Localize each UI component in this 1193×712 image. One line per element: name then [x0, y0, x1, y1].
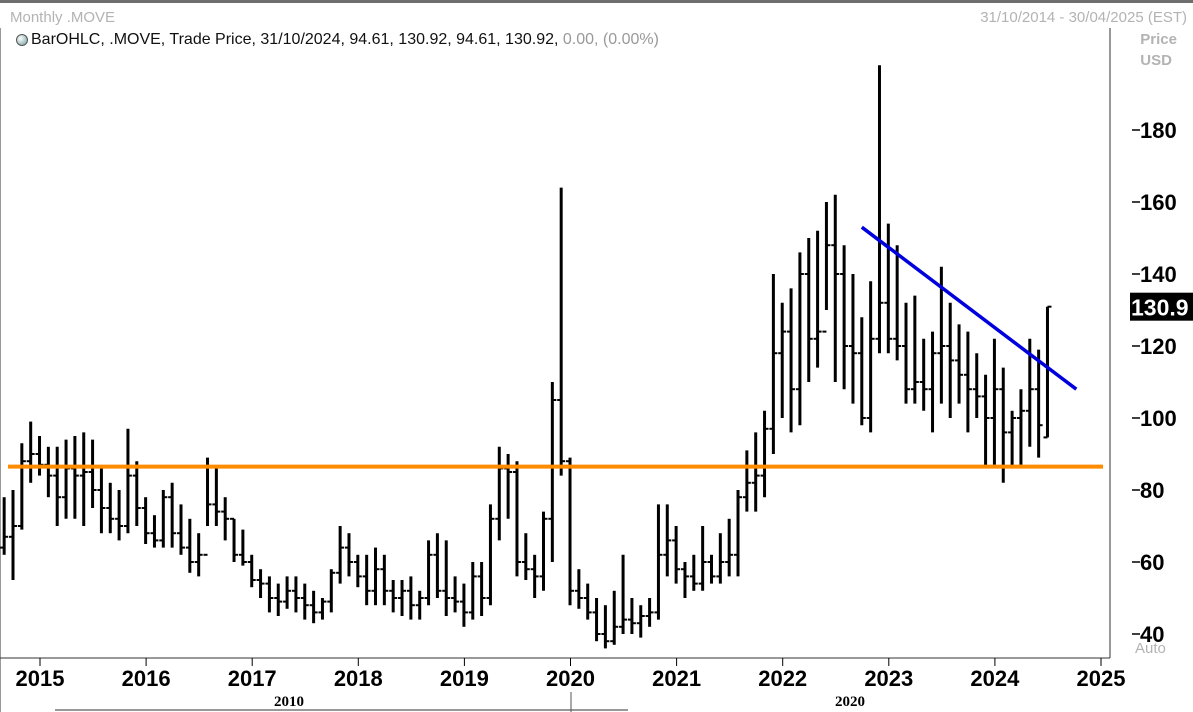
x-tick-label: 2020 [546, 666, 595, 691]
trend-line [860, 225, 1078, 391]
chart-header: Monthly .MOVE 31/10/2014 - 30/04/2025 (E… [0, 0, 1193, 30]
last-price-tag-bg [1130, 292, 1193, 321]
x-tick-label: 2023 [864, 666, 913, 691]
x-tick-label: 2025 [1077, 666, 1126, 691]
y-tick-label: 160 [1140, 190, 1177, 215]
last-price-tag: 130.9 [1131, 295, 1189, 321]
x-tick-label: 2019 [440, 666, 489, 691]
x-tick-label: 2018 [334, 666, 383, 691]
decade-label: 2020 [835, 694, 865, 710]
y-tick-label: 80 [1140, 478, 1164, 503]
legend-change: 0.00, (0.00%) [562, 31, 659, 48]
legend: BarOHLC, .MOVE, Trade Price, 31/10/2024,… [16, 31, 659, 49]
price-label-line1: Price [1140, 31, 1177, 48]
chart-title: Monthly .MOVE [10, 9, 116, 26]
auto-scale-button[interactable]: Auto [1135, 640, 1166, 657]
x-tick-label: 2016 [122, 666, 171, 691]
y-tick-label: 140 [1140, 262, 1177, 287]
y-tick-label: 60 [1140, 550, 1164, 575]
legend-main: BarOHLC, .MOVE, Trade Price, 31/10/2024,… [31, 31, 559, 48]
x-tick-label: 2024 [970, 666, 1020, 691]
y-tick-label: 40 [1140, 622, 1164, 647]
x-tick-label: 2022 [758, 666, 807, 691]
y-tick-label: 180 [1140, 118, 1177, 143]
price-axis-label: Price USD [1140, 29, 1177, 71]
x-tick-label: 2015 [16, 666, 65, 691]
date-range: 31/10/2014 - 30/04/2025 (EST) [980, 9, 1187, 26]
ohlc-bars [0, 65, 1052, 649]
y-tick-label: 100 [1140, 406, 1177, 431]
decade-label: 2010 [274, 694, 304, 710]
price-label-line2: USD [1140, 52, 1172, 69]
series-icon[interactable] [16, 33, 28, 46]
x-tick-label: 2017 [228, 666, 277, 691]
y-tick-label: 120 [1140, 334, 1177, 359]
x-tick-label: 2021 [652, 666, 701, 691]
